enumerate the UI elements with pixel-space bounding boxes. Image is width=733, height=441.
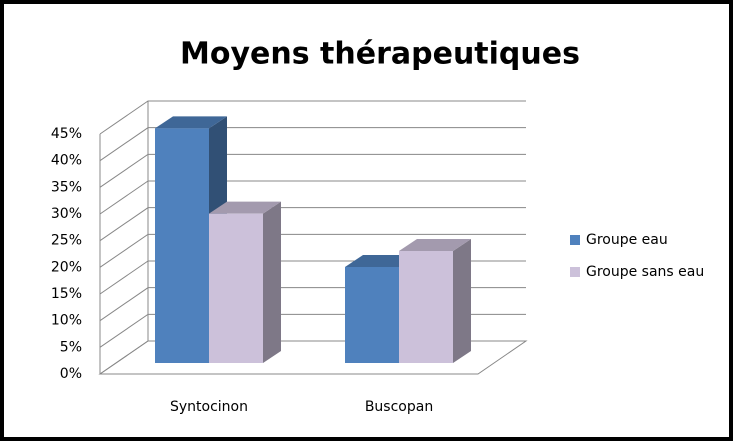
y-tick-label: 25% [51,233,82,249]
bar [399,239,471,363]
y-tick-label: 35% [51,179,82,195]
chart-title: Moyens thérapeutiques [180,37,580,72]
bar-front [155,128,209,363]
bar-front [209,213,263,363]
bar-top [399,239,471,251]
grid-line [99,207,526,242]
grid-line [99,233,526,268]
y-tick-label: 40% [51,153,82,169]
y-tick-label: 5% [60,339,82,355]
bar-top [209,201,281,214]
x-tick-label: Buscopan [365,399,433,415]
grid-line [99,100,526,135]
y-tick-label: 20% [51,259,82,275]
grid-line [99,153,526,188]
grid-line [99,127,526,162]
y-tick-label: 45% [51,126,82,142]
bar-side [263,201,281,363]
bar-side [453,239,471,363]
legend-label: Groupe eau [586,232,668,248]
bar [209,201,281,363]
y-tick-label: 30% [51,206,82,222]
bar-front [399,251,453,363]
legend-label: Groupe sans eau [586,264,704,280]
y-tick-label: 0% [60,366,82,382]
y-tick-label: 10% [51,313,82,329]
grid-line [99,180,526,215]
y-tick-label: 15% [51,286,82,302]
bar-front [345,267,399,363]
bar-top [155,116,227,129]
x-tick-label: Syntocinon [170,399,248,415]
legend-swatch [570,235,580,245]
legend-swatch [570,267,580,277]
